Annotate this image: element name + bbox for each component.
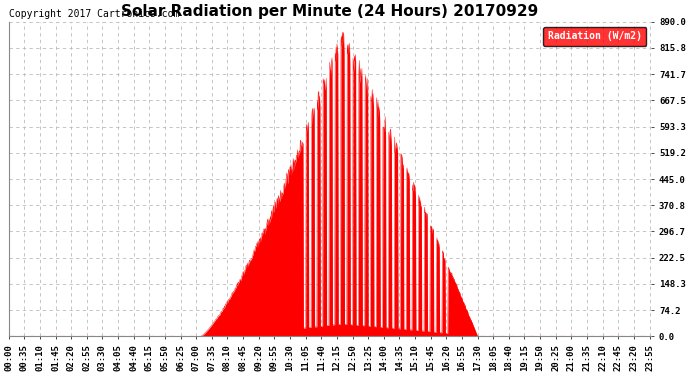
Text: Copyright 2017 Cartronics.com: Copyright 2017 Cartronics.com <box>9 9 179 19</box>
Title: Solar Radiation per Minute (24 Hours) 20170929: Solar Radiation per Minute (24 Hours) 20… <box>121 4 539 19</box>
Legend: Radiation (W/m2): Radiation (W/m2) <box>543 27 647 46</box>
